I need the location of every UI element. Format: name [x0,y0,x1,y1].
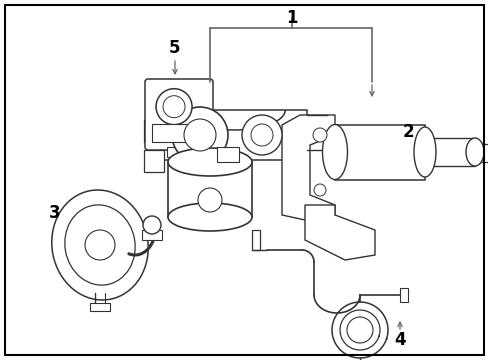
Circle shape [172,107,227,163]
Text: 4: 4 [393,331,405,349]
Bar [424,138,474,166]
Circle shape [250,124,272,146]
Circle shape [85,230,115,260]
Polygon shape [305,205,374,260]
Circle shape [142,216,161,234]
Text: 2: 2 [401,123,413,141]
Bar [152,123,205,142]
Bar [142,230,162,240]
Bar [143,150,163,172]
Polygon shape [282,115,334,230]
Circle shape [163,96,184,118]
Ellipse shape [52,190,148,300]
Ellipse shape [65,205,135,285]
Bar [209,114,218,132]
Bar [474,144,488,162]
Ellipse shape [322,125,347,180]
Circle shape [312,128,326,142]
Circle shape [242,115,282,155]
Circle shape [156,89,192,125]
Circle shape [198,188,222,212]
FancyBboxPatch shape [145,79,213,150]
Text: 1: 1 [285,9,297,27]
Bar [217,147,239,162]
Bar [251,230,260,250]
Bar [90,303,110,311]
Ellipse shape [413,127,435,177]
Ellipse shape [168,203,251,231]
Bar [143,120,163,142]
Bar [399,288,407,302]
Text: 5: 5 [169,39,181,57]
Circle shape [313,184,325,196]
Circle shape [183,119,216,151]
Ellipse shape [168,148,251,176]
Ellipse shape [465,138,483,166]
Bar [166,147,182,157]
Bar [162,110,306,160]
Bar [168,162,251,217]
Text: 3: 3 [49,204,61,222]
Bar [334,125,424,180]
